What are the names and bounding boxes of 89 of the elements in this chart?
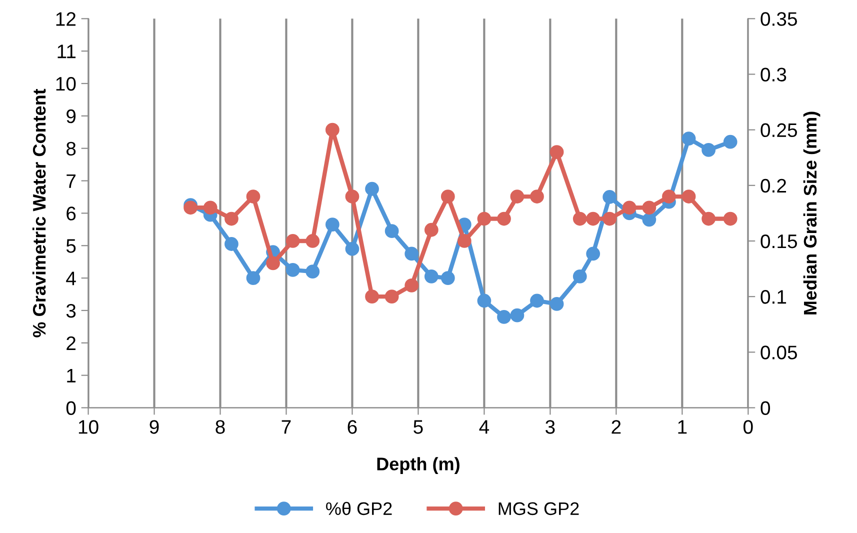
point (497, 310, 511, 324)
point (184, 200, 198, 215)
y-tick-label: 8 (66, 142, 76, 156)
point (224, 212, 238, 226)
x-tick-label: 8 (216, 420, 225, 434)
y-tick-label: 2 (66, 336, 76, 350)
point (586, 246, 600, 261)
y2-axis-title: Median Grain Size (mm) (803, 112, 820, 314)
point (384, 290, 399, 304)
y-tick-label: 5 (66, 239, 76, 253)
point (723, 134, 738, 149)
y-tick-label: 4 (66, 272, 76, 286)
x-tick-label: 2 (612, 420, 621, 434)
point (510, 190, 524, 204)
y-tick-label: 11 (58, 44, 76, 58)
y-tick-label: 6 (66, 206, 76, 220)
point (572, 212, 587, 226)
y2-tick-label: 0 (760, 401, 770, 415)
point (266, 256, 280, 270)
point (723, 212, 738, 226)
point (457, 234, 472, 248)
point (477, 212, 492, 226)
point (440, 271, 455, 285)
y-tick-label: 10 (56, 76, 76, 91)
point (572, 269, 587, 284)
point (325, 122, 340, 137)
point (530, 190, 544, 204)
point (345, 242, 360, 256)
x-tick-label: 4 (479, 420, 490, 434)
x-tick-label: 1 (678, 420, 687, 434)
point (510, 308, 524, 322)
point (702, 143, 716, 157)
point (325, 218, 340, 232)
point (246, 271, 260, 285)
y2-tick-label: 0.15 (760, 234, 797, 248)
y-tick-label: 7 (66, 174, 76, 188)
x-axis-title: Depth (m) (377, 457, 460, 474)
point (424, 269, 438, 284)
point (702, 212, 716, 226)
point (602, 190, 617, 204)
x-tick-label: 9 (150, 420, 159, 434)
legend-label: %θ GP2 (326, 502, 392, 516)
x-tick-label: 7 (282, 420, 291, 434)
y-tick-label: 1 (67, 368, 76, 382)
point (682, 190, 696, 204)
y-tick-label: 3 (66, 304, 76, 318)
y2-tick-label: 0.1 (760, 290, 786, 304)
point (440, 190, 455, 204)
point (642, 200, 656, 215)
point (586, 212, 600, 226)
point (203, 200, 218, 215)
point (424, 222, 438, 237)
point (602, 212, 617, 226)
point (306, 264, 320, 279)
point (365, 290, 379, 304)
x-tick-label: 10 (78, 420, 98, 434)
y-axis-title: % Gravimetric Water Content (32, 88, 46, 338)
point (404, 278, 419, 292)
x-tick-label: 5 (414, 420, 423, 434)
y2-tick-label: 0.35 (760, 12, 797, 26)
point (662, 190, 676, 204)
x-tick-label: 3 (546, 420, 555, 434)
point (477, 294, 492, 308)
legend-label: MGS GP2 (498, 502, 579, 516)
y-tick-label: 12 (56, 12, 76, 26)
point (682, 132, 696, 146)
y-tick-label: 9 (66, 109, 76, 124)
point (642, 212, 656, 227)
point (497, 212, 511, 226)
point (345, 190, 360, 204)
point (246, 190, 260, 204)
y-tick-label: 0 (66, 401, 76, 415)
point (286, 234, 300, 248)
point (384, 224, 399, 238)
x-tick-label: 6 (348, 420, 357, 434)
point (404, 246, 419, 261)
point (306, 234, 320, 248)
point (622, 200, 636, 215)
y2-tick-label: 0.05 (760, 346, 797, 360)
point (550, 145, 564, 159)
point (365, 182, 379, 196)
y2-tick-label: 0.2 (760, 178, 786, 193)
point (550, 297, 564, 311)
y2-tick-label: 0.3 (760, 68, 786, 82)
x-tick-label: 0 (744, 420, 753, 434)
y2-tick-label: 0.25 (760, 123, 797, 138)
point (224, 237, 238, 251)
point (286, 262, 300, 277)
point (530, 294, 544, 308)
